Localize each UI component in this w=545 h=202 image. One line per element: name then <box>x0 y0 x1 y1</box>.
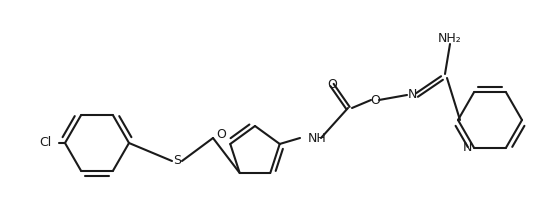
Text: O: O <box>216 128 226 141</box>
Text: N: N <box>407 88 417 101</box>
Text: O: O <box>327 79 337 92</box>
Text: Cl: Cl <box>40 137 52 149</box>
Text: O: O <box>370 94 380 106</box>
Text: N: N <box>463 141 472 154</box>
Text: S: S <box>173 155 181 167</box>
Text: NH₂: NH₂ <box>438 32 462 44</box>
Text: NH: NH <box>308 132 327 144</box>
